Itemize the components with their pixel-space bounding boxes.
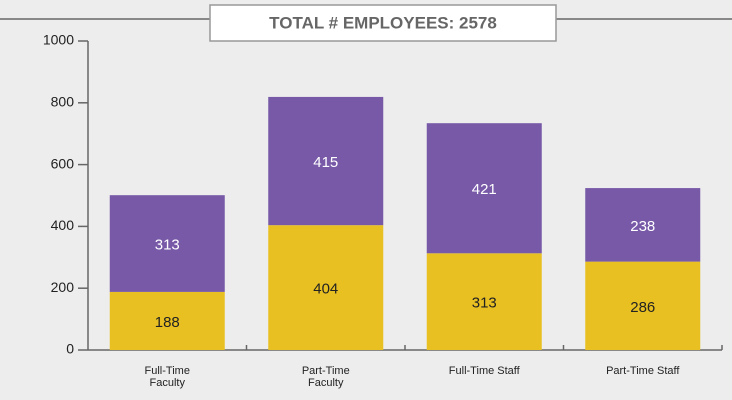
- bar-segment: [585, 261, 701, 350]
- data-label: 313: [472, 295, 497, 312]
- data-label: 421: [472, 181, 497, 198]
- bar-segment: [109, 195, 225, 292]
- chart-title: TOTAL # EMPLOYEES: 2578: [269, 13, 497, 32]
- y-tick-label: 1000: [43, 32, 74, 48]
- data-label: 286: [630, 299, 655, 316]
- bar-segment: [426, 123, 542, 254]
- x-tick-label: Full-Time Staff: [448, 365, 520, 377]
- x-tick-label: Part-Time Faculty: [301, 365, 350, 389]
- x-tick-label: Full-Time Faculty: [144, 365, 190, 389]
- bar-segment: [585, 188, 701, 262]
- y-tick-label: 0: [66, 341, 74, 357]
- y-tick-label: 400: [51, 217, 75, 233]
- bar-segment: [426, 253, 542, 350]
- bar-segment: [268, 96, 384, 226]
- title-box: [209, 4, 557, 42]
- y-tick-label: 200: [51, 279, 75, 295]
- y-tick-label: 800: [51, 94, 75, 110]
- bar-segment: [109, 291, 225, 350]
- data-label: 188: [155, 314, 180, 331]
- data-label: 415: [313, 154, 338, 171]
- bar-segment: [268, 225, 384, 350]
- x-tick-label: Part-Time Staff: [606, 365, 680, 377]
- y-tick-label: 600: [51, 155, 75, 171]
- data-label: 313: [155, 237, 180, 254]
- data-label: 238: [630, 218, 655, 235]
- data-label: 404: [313, 281, 338, 298]
